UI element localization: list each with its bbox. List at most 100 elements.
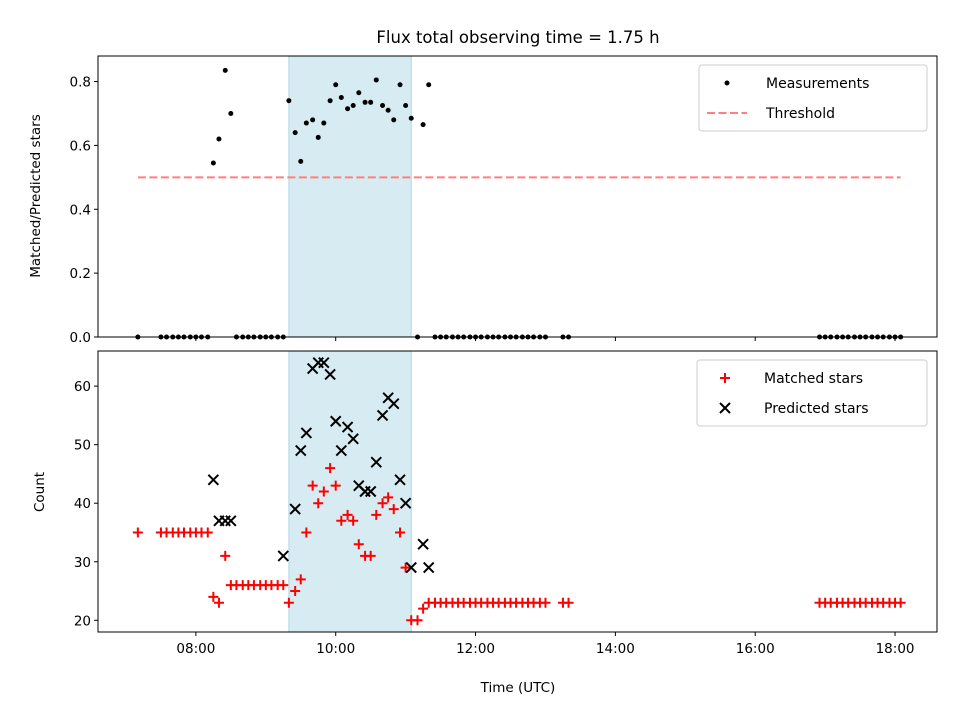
top-y-axis-label: Matched/Predicted stars [28, 114, 44, 277]
data-point [388, 397, 400, 410]
data-point [315, 134, 321, 140]
y-tick-label: 60 [74, 379, 91, 395]
legend-handle [720, 373, 730, 383]
data-point [210, 160, 216, 166]
legend-handle [724, 80, 730, 86]
data-point [400, 562, 411, 573]
data-point [278, 580, 289, 591]
data-point [228, 110, 234, 116]
y-tick-label: 0.8 [70, 75, 91, 91]
data-point [324, 368, 336, 381]
data-point [422, 561, 435, 574]
data-point [341, 421, 354, 433]
bottom-y-axis-label: Count [32, 472, 48, 512]
data-point [540, 597, 551, 608]
data-point [286, 98, 292, 104]
data-point [220, 550, 231, 561]
data-point [395, 527, 406, 538]
axes-frame [97, 55, 938, 338]
data-point [353, 539, 364, 550]
series-predicted-stars [207, 357, 435, 574]
data-point [364, 485, 377, 498]
data-point [418, 603, 429, 614]
top-panel-ratio: 0.0 0.2 0.4 0.6 0.8 Measurements Threshold [70, 55, 938, 346]
data-point [385, 107, 391, 113]
data-point [295, 574, 306, 585]
data-point [132, 527, 143, 538]
data-point [412, 615, 423, 626]
data-point [298, 158, 304, 164]
data-point [399, 497, 412, 509]
data-point [347, 433, 359, 445]
data-point [301, 527, 312, 538]
y-tick-label: 0.2 [70, 266, 91, 282]
data-point [216, 136, 222, 142]
data-point [394, 474, 406, 486]
legend-label: Matched stars [764, 371, 863, 387]
data-point [371, 509, 382, 520]
legend: Matched stars Predicted stars [696, 359, 928, 427]
data-point [348, 515, 359, 526]
y-tick-label: 0.4 [70, 202, 91, 218]
data-point [345, 106, 351, 112]
data-point [350, 102, 356, 108]
data-point [290, 586, 301, 597]
data-point [338, 95, 344, 101]
axes-frame [97, 350, 938, 633]
observing-window-band [288, 350, 412, 633]
chart-title: Flux total observing time = 1.75 h [376, 28, 659, 47]
legend-label: Predicted stars [764, 401, 869, 417]
data-point [408, 115, 414, 121]
data-point [563, 597, 574, 608]
data-point [283, 597, 294, 608]
data-point [313, 498, 324, 509]
x-tick-label: 18:00 [876, 641, 915, 657]
legend-label: Measurements [766, 76, 869, 92]
x-tick-label: 14:00 [596, 641, 635, 657]
data-point [330, 415, 342, 427]
bottom-panel-counts: 20 30 40 50 60 08:00 10:00 12:00 14:00 16:00 18:00… [74, 350, 938, 657]
data-point [208, 591, 219, 602]
data-point [333, 82, 339, 88]
data-point [388, 504, 399, 515]
data-point [420, 122, 426, 128]
x-tick-label: 12:00 [456, 641, 495, 657]
y-tick-label: 20 [74, 613, 91, 629]
data-point [289, 503, 301, 515]
y-tick-label: 40 [74, 496, 91, 512]
y-tick-label: 0.0 [70, 330, 91, 346]
data-point [405, 561, 417, 574]
data-point [356, 90, 362, 96]
data-point [330, 480, 341, 491]
data-point [397, 82, 403, 88]
data-point [376, 409, 389, 422]
data-point [213, 597, 224, 608]
y-tick-label: 30 [74, 555, 91, 571]
data-point [225, 515, 237, 527]
data-point [303, 120, 309, 126]
data-point [321, 120, 327, 126]
data-point [335, 444, 348, 457]
series-matched-stars [132, 463, 906, 626]
data-point [403, 102, 409, 108]
x-tick-label: 16:00 [736, 641, 775, 657]
data-point [327, 98, 333, 104]
data-point [277, 550, 289, 562]
y-tick-label: 0.6 [70, 138, 91, 154]
x-tick-label: 10:00 [316, 641, 355, 657]
y-tick-label: 50 [74, 438, 91, 454]
data-point [222, 67, 228, 73]
data-point [325, 463, 336, 474]
data-point [307, 480, 318, 491]
data-point [292, 130, 298, 136]
data-point [318, 357, 330, 369]
legend-handle [719, 402, 731, 414]
data-point [426, 82, 432, 88]
legend-box [698, 64, 928, 132]
data-point [377, 498, 388, 509]
data-point [380, 102, 386, 108]
x-tick-label: 08:00 [176, 641, 215, 657]
data-point [295, 444, 307, 457]
data-point [365, 550, 376, 561]
